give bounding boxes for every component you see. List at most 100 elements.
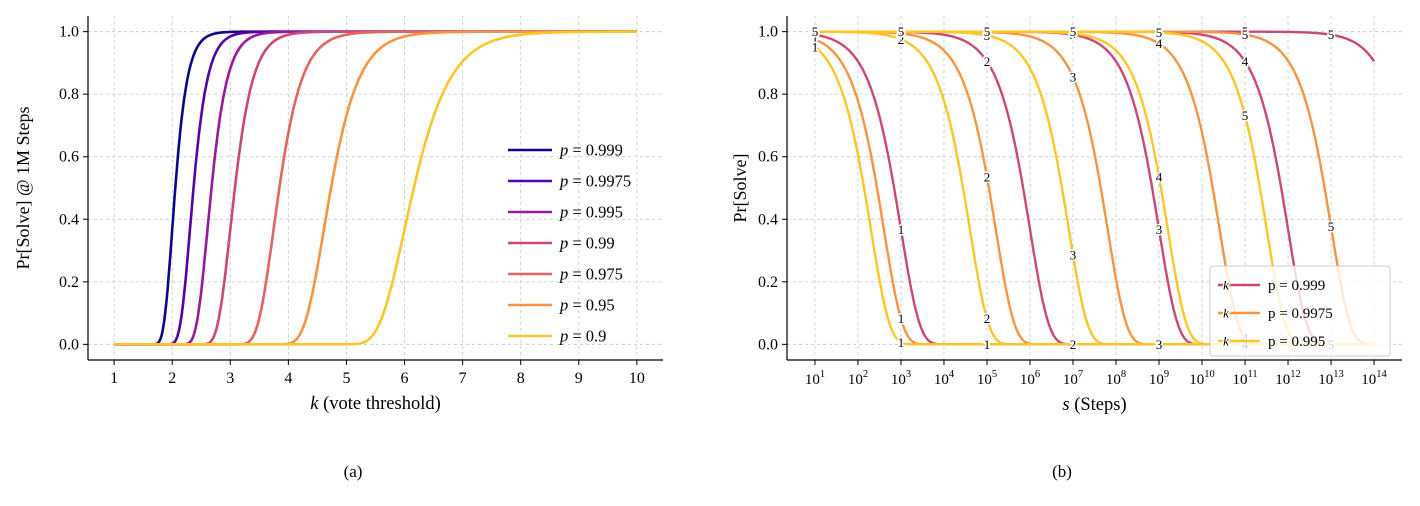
two-panel-figure: 1 2 3 4 5 6 7 8 9 10 0.0 0.2 0.4 0.6 0.8 1.0 k (vote thr… <box>0 4 1418 482</box>
panel-a: 1 2 3 4 5 6 7 8 9 10 0.0 0.2 0.4 0.6 0.8 1.0 k (vote thr… <box>0 4 706 482</box>
svg-text:1.0: 1.0 <box>59 24 79 41</box>
legend-a-label: p = 0.99 <box>559 234 615 253</box>
curve-label-k-4: 4 <box>1070 24 1077 39</box>
curve-label-k-5: 5 <box>1242 27 1249 42</box>
curve-label-k-5: 5 <box>812 24 819 39</box>
curve-label-k-5: 5 <box>812 24 819 39</box>
svg-text:0.2: 0.2 <box>758 274 778 291</box>
curve-label-k-1: 1 <box>812 27 819 42</box>
svg-text:0.0: 0.0 <box>758 336 778 353</box>
svg-text:8: 8 <box>517 370 525 387</box>
curve-label-k-5: 5 <box>984 24 991 39</box>
curve-label-k-4: 4 <box>1156 24 1163 39</box>
tick-labels-b: 101 102 103 104 105 106 107 108 109 1010 1011 1012 1… <box>758 24 1388 388</box>
curve-label-k-2: 2 <box>812 24 819 39</box>
curve-label-k-4: 4 <box>898 24 905 39</box>
curve-label-k-1: 1 <box>898 311 905 326</box>
curve-label-k-5: 5 <box>1070 24 1077 39</box>
curve-label-k-2: 2 <box>812 24 819 39</box>
curve-label-k-5: 5 <box>1070 24 1077 39</box>
curve-label-k-1: 1 <box>898 222 905 237</box>
curve-label-k-5: 5 <box>1156 24 1163 39</box>
legend-b-label: p = 0.9975 <box>1268 306 1333 322</box>
legend-b-frame <box>1209 265 1391 357</box>
curve-label-k-5: 5 <box>984 24 991 39</box>
curve-label-k-5: 5 <box>1328 27 1335 42</box>
curve-label-k-5: 5 <box>1156 24 1163 39</box>
curve-label-k-3: 3 <box>1070 27 1077 42</box>
curve-label-k-5: 5 <box>898 24 905 39</box>
axis-ticks-b <box>782 31 1375 365</box>
svg-text:1011: 1011 <box>1232 369 1257 388</box>
legend-a-label: p = 0.9 <box>559 327 606 346</box>
curve-label-k-5: 5 <box>1328 219 1335 234</box>
curve-label-k-3: 3 <box>984 25 991 40</box>
curve-label-k-3: 3 <box>1156 337 1163 352</box>
curve-label-k-2: 2 <box>812 24 819 39</box>
svg-text:10: 10 <box>629 370 645 387</box>
svg-text:108: 108 <box>1106 369 1126 388</box>
svg-text:1.0: 1.0 <box>758 24 778 41</box>
curve-a-p-0.9975 <box>114 30 637 346</box>
axes-spines-a <box>87 16 663 361</box>
curve-label-k-2: 2 <box>898 26 905 41</box>
curve-label-k-5: 5 <box>898 24 905 39</box>
curve-label-k-4: 4 <box>1070 26 1077 41</box>
curve-label-k-5: 5 <box>1242 108 1249 123</box>
curve-label-k-4: 4 <box>812 24 819 39</box>
tick-labels-a: 1 2 3 4 5 6 7 8 9 10 0.0 0.2 0.4 0.6 0.8 1.0 <box>59 24 645 387</box>
curve-label-k-3: 3 <box>812 24 819 39</box>
svg-text:0.6: 0.6 <box>758 149 778 166</box>
curve-label-k-3: 3 <box>898 24 905 39</box>
svg-text:2: 2 <box>168 370 176 387</box>
curve-a-p-0.9 <box>114 30 637 346</box>
curve-label-k-4: 4 <box>984 24 991 39</box>
curve-label-k-2: 2 <box>898 32 905 47</box>
svg-text:107: 107 <box>1063 369 1083 388</box>
curve-label-k-3: 3 <box>1070 69 1077 84</box>
y-axis-label-b: Pr[Solve] <box>730 154 750 223</box>
curve-label-k-1: 1 <box>812 39 819 54</box>
svg-text:9: 9 <box>575 370 583 387</box>
curve-label-k-4: 4 <box>812 24 819 39</box>
curve-label-k-4: 4 <box>984 24 991 39</box>
svg-text:1: 1 <box>110 370 118 387</box>
curve-label-k-3: 3 <box>812 24 819 39</box>
svg-text:5: 5 <box>342 370 350 387</box>
svg-text:0.0: 0.0 <box>59 336 79 353</box>
legend-a: p = 0.999 p = 0.9975 p = 0.995 p = 0.99 p = … <box>508 141 631 346</box>
curve-label-k-2: 2 <box>984 311 991 326</box>
curve-label-k-4: 4 <box>1156 36 1163 51</box>
svg-text:104: 104 <box>934 369 955 388</box>
x-axis-label-b: s (Steps) <box>1062 395 1126 415</box>
legend-b-label: p = 0.999 <box>1268 278 1325 294</box>
svg-text:1010: 1010 <box>1189 369 1215 388</box>
curve-label-k-3: 3 <box>984 28 991 43</box>
chart-b-canvas: 101 102 103 104 105 106 107 108 109 1010 1011 1012 1… <box>730 16 1402 415</box>
curve-label-k-3: 3 <box>1156 222 1163 237</box>
curve-label-k-4: 4 <box>812 24 819 39</box>
legend-a-label: p = 0.995 <box>559 203 623 222</box>
svg-text:7: 7 <box>459 370 467 387</box>
curve-label-k-1: 1 <box>898 335 905 350</box>
curve-number-labels-b: 1112222333333444444455555551112222333334… <box>810 23 1336 354</box>
svg-text:3: 3 <box>226 370 234 387</box>
x-axis-label-a: k (vote threshold) <box>310 394 441 414</box>
curve-label-k-2: 2 <box>1070 337 1077 352</box>
svg-text:102: 102 <box>848 369 868 388</box>
curve-label-k-3: 3 <box>984 24 991 39</box>
svg-text:0.4: 0.4 <box>758 211 778 228</box>
svg-text:105: 105 <box>977 369 997 388</box>
svg-text:1012: 1012 <box>1275 369 1301 388</box>
panel-b: 101 102 103 104 105 106 107 108 109 1010 1011 1012 1… <box>706 4 1418 482</box>
svg-text:1014: 1014 <box>1361 369 1387 388</box>
curve-label-k-3: 3 <box>898 24 905 39</box>
curve-label-k-3: 3 <box>1070 247 1077 262</box>
curve-label-k-4: 4 <box>898 24 905 39</box>
curve-label-k-5: 5 <box>1070 24 1077 39</box>
legend-b-k-marker: k <box>1223 278 1229 293</box>
curve-label-k-2: 2 <box>1070 337 1077 352</box>
svg-text:0.6: 0.6 <box>59 149 79 166</box>
curve-label-k-2: 2 <box>898 24 905 39</box>
curve-label-k-5: 5 <box>1156 25 1163 40</box>
